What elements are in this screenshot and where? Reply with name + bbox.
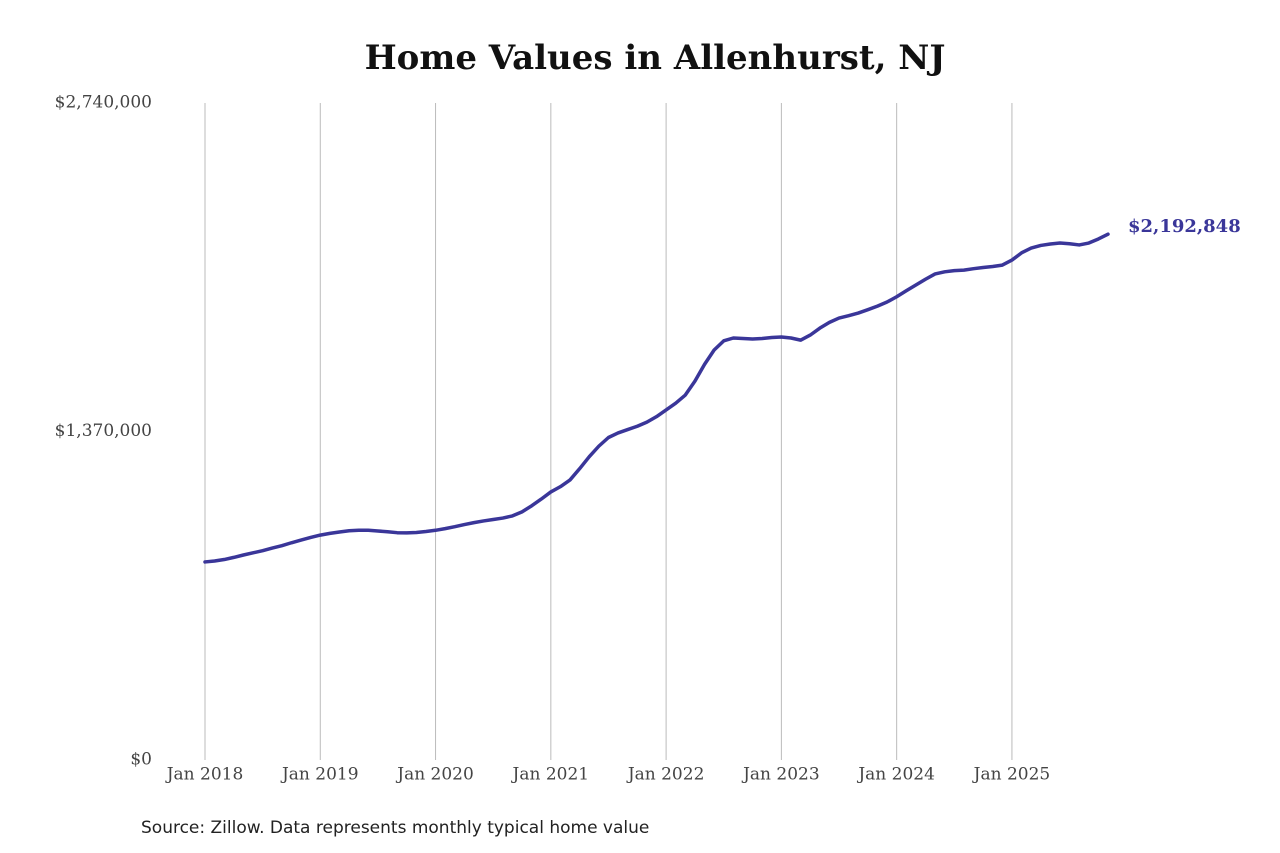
x-tick-label: Jan 2021 bbox=[511, 765, 590, 785]
x-tick-label: Jan 2023 bbox=[741, 765, 820, 785]
x-tick-label: Jan 2025 bbox=[972, 765, 1051, 785]
chart-title: Home Values in Allenhurst, NJ bbox=[365, 38, 946, 78]
value-label: $2,192,848 bbox=[1128, 216, 1241, 237]
x-tick-label: Jan 2018 bbox=[165, 765, 244, 785]
y-tick-label: $1,370,000 bbox=[55, 421, 152, 441]
y-tick-label: $2,740,000 bbox=[55, 93, 152, 113]
data-line bbox=[203, 232, 1110, 564]
x-tick-label: Jan 2020 bbox=[395, 765, 474, 785]
x-tick-label: Jan 2022 bbox=[626, 765, 705, 785]
source-note: Source: Zillow. Data represents monthly … bbox=[141, 818, 649, 838]
x-tick-label: Jan 2024 bbox=[856, 765, 935, 785]
x-tick-label: Jan 2019 bbox=[280, 765, 359, 785]
y-tick-label: $0 bbox=[130, 750, 152, 770]
